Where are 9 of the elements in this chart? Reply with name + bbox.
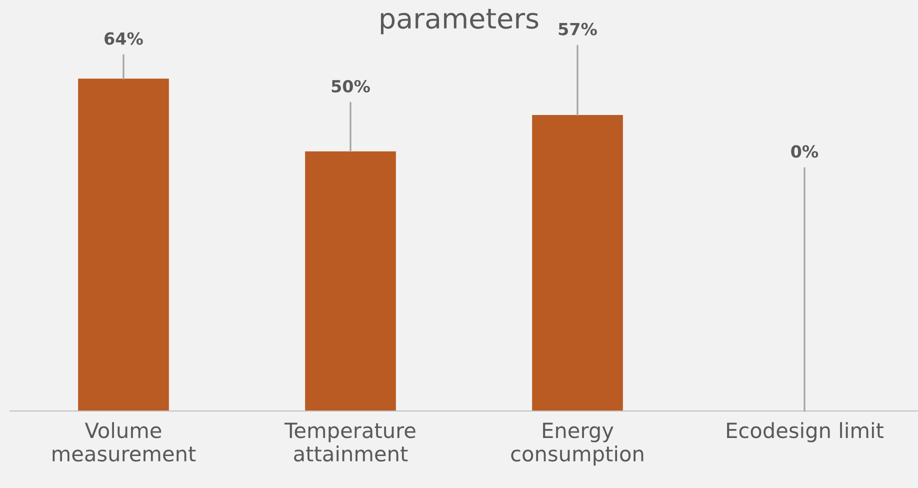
data-label: 57% <box>558 22 597 36</box>
chart-title: parameters <box>380 8 538 34</box>
x-tick-label: Energy consumption <box>511 422 644 466</box>
x-tick-label: Volume measurement <box>52 422 196 462</box>
data-label: 64% <box>104 32 143 45</box>
x-tick-label: Ecodesign limit <box>727 422 884 442</box>
data-label: 50% <box>332 80 370 93</box>
x-tick-label: Temperature attainment <box>284 422 416 462</box>
data-label: 0% <box>791 145 818 158</box>
